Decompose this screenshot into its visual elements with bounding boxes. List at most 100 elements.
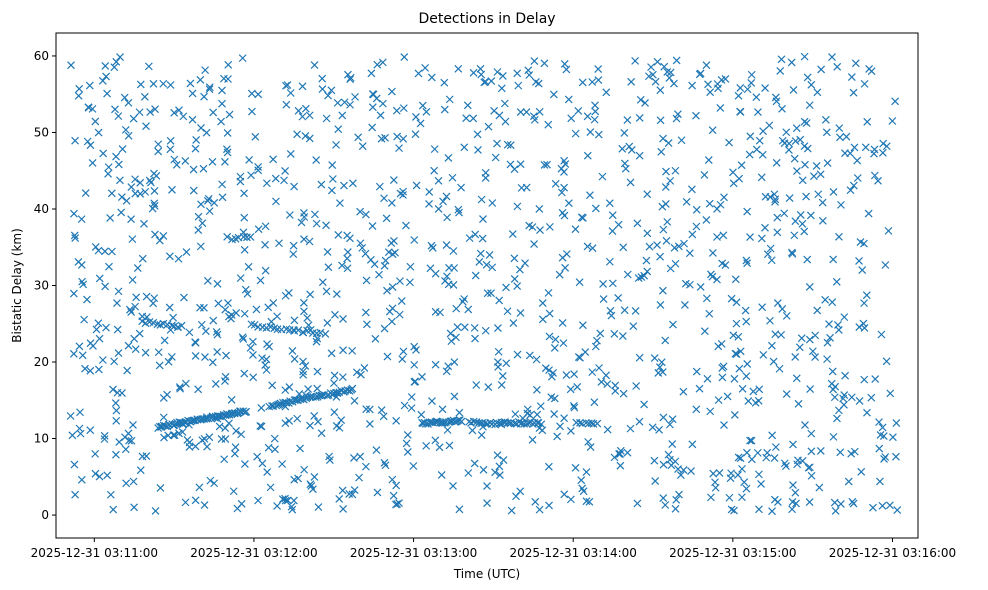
data-point-marker xyxy=(640,400,649,409)
data-point-marker xyxy=(855,397,864,405)
data-point-marker xyxy=(603,380,612,389)
data-point-marker xyxy=(544,462,553,471)
data-point-marker xyxy=(856,238,865,246)
data-point-marker xyxy=(89,342,97,350)
data-point-marker xyxy=(882,142,891,151)
data-point-marker xyxy=(94,319,103,328)
data-point-marker xyxy=(842,132,851,141)
data-point-marker xyxy=(797,334,806,343)
data-point-marker xyxy=(471,230,480,239)
data-point-marker xyxy=(182,248,191,256)
data-point-marker xyxy=(431,269,440,278)
data-point-marker xyxy=(768,507,776,516)
data-point-marker xyxy=(444,153,453,162)
data-point-marker xyxy=(745,150,754,159)
data-point-marker xyxy=(388,304,397,313)
data-point-marker xyxy=(447,337,456,346)
data-point-marker xyxy=(636,95,645,104)
data-point-marker xyxy=(141,187,150,196)
data-point-marker xyxy=(98,356,107,364)
data-point-marker xyxy=(88,159,97,167)
data-point-marker xyxy=(377,134,386,143)
data-point-marker xyxy=(853,156,862,165)
data-point-marker xyxy=(454,64,463,73)
data-point-marker xyxy=(642,256,651,265)
data-point-marker xyxy=(688,230,697,239)
data-point-marker xyxy=(821,115,830,124)
data-point-marker xyxy=(181,379,190,388)
data-point-marker xyxy=(564,199,573,208)
data-point-marker xyxy=(346,75,355,84)
data-point-marker xyxy=(476,64,485,73)
data-point-marker xyxy=(655,425,664,434)
data-point-marker xyxy=(278,495,287,504)
data-point-marker xyxy=(88,104,97,113)
data-point-marker xyxy=(444,280,453,289)
data-point-marker xyxy=(354,133,363,142)
data-point-marker xyxy=(680,301,689,309)
data-point-marker xyxy=(229,487,238,496)
data-point-marker xyxy=(112,406,121,415)
data-point-marker xyxy=(114,287,123,296)
data-point-marker xyxy=(480,78,489,87)
data-point-marker xyxy=(742,317,751,326)
data-point-marker xyxy=(851,59,860,68)
data-point-marker xyxy=(777,55,786,64)
data-point-marker xyxy=(676,471,685,479)
data-point-marker xyxy=(705,309,714,318)
data-point-marker xyxy=(743,448,751,457)
data-point-marker xyxy=(445,441,454,450)
data-point-marker xyxy=(801,421,809,429)
data-point-marker xyxy=(248,107,256,116)
data-point-marker xyxy=(91,117,100,126)
data-point-marker xyxy=(629,322,638,331)
data-point-marker xyxy=(196,303,204,312)
data-point-marker xyxy=(790,231,799,240)
data-point-marker xyxy=(782,462,790,471)
data-point-marker xyxy=(403,448,412,456)
data-point-marker xyxy=(659,460,668,469)
data-point-marker xyxy=(772,158,781,167)
data-point-marker xyxy=(434,205,443,213)
data-point-marker xyxy=(317,429,326,438)
data-point-marker xyxy=(664,450,673,459)
data-point-marker xyxy=(718,259,727,268)
data-point-marker xyxy=(242,407,251,416)
data-point-marker xyxy=(101,282,110,291)
data-point-marker xyxy=(743,360,752,368)
data-point-marker xyxy=(205,83,214,92)
data-point-marker xyxy=(103,471,112,480)
data-point-marker xyxy=(346,100,354,109)
data-point-marker xyxy=(293,130,302,139)
data-point-marker xyxy=(285,211,294,219)
data-point-marker xyxy=(299,298,308,307)
data-point-marker xyxy=(339,315,347,323)
data-point-marker xyxy=(252,305,261,314)
data-point-marker xyxy=(271,197,280,206)
data-point-marker xyxy=(84,103,93,112)
data-point-marker xyxy=(221,435,230,444)
data-point-marker xyxy=(140,219,148,228)
data-point-marker xyxy=(414,69,423,78)
data-point-marker xyxy=(127,183,136,191)
data-point-marker xyxy=(417,410,426,419)
data-point-marker xyxy=(285,417,294,425)
data-point-marker xyxy=(356,207,365,216)
data-point-marker xyxy=(659,225,668,234)
data-point-marker xyxy=(236,177,245,186)
data-point-marker xyxy=(494,347,503,356)
data-point-marker xyxy=(301,131,310,140)
data-point-marker xyxy=(668,415,677,424)
data-point-marker xyxy=(397,297,406,305)
data-point-marker xyxy=(801,160,809,169)
data-point-marker xyxy=(495,471,504,479)
data-point-marker xyxy=(164,357,173,366)
data-point-marker xyxy=(727,294,736,303)
data-point-marker xyxy=(727,505,736,514)
data-point-marker xyxy=(736,347,745,356)
data-point-marker xyxy=(650,456,659,465)
data-point-marker xyxy=(778,136,787,145)
data-point-marker xyxy=(92,325,101,334)
data-point-marker xyxy=(306,290,315,299)
data-point-marker xyxy=(550,343,559,352)
